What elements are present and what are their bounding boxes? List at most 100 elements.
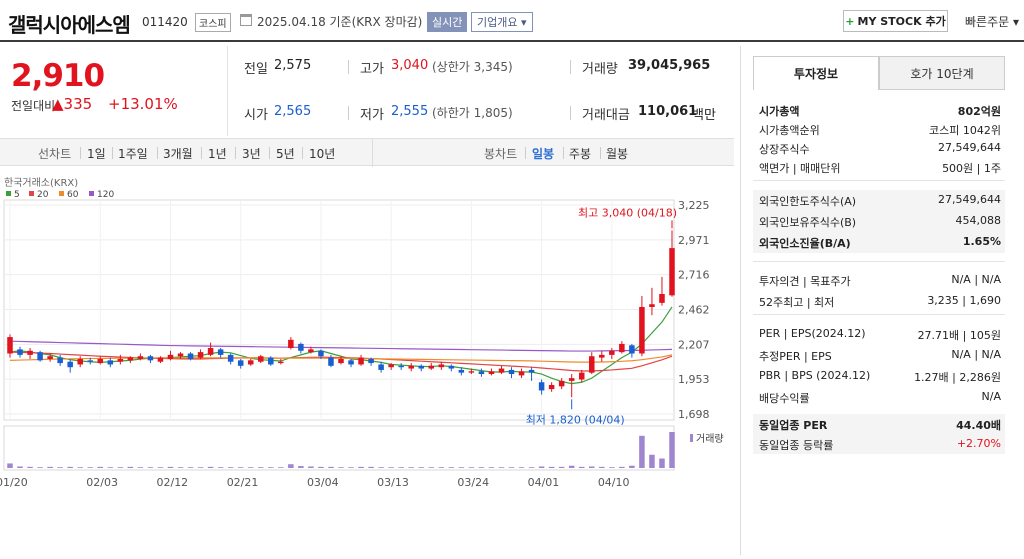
info-value: 27,549,644 — [938, 141, 1001, 154]
candle-monthly[interactable]: 월봉 — [606, 147, 629, 161]
divider — [372, 139, 373, 167]
candle-body — [37, 352, 43, 361]
info-key: 동일업종 등락률 — [759, 439, 834, 452]
volume-bar — [308, 466, 314, 468]
candle-body — [207, 348, 214, 355]
y-tick-label: 2,716 — [678, 269, 710, 282]
page-header: 갤럭시아에스엠 011420 코스피 2025.04.18 기준(KRX 장마감… — [0, 0, 1024, 42]
candle-body — [629, 345, 635, 354]
volume-bar — [67, 466, 73, 468]
quick-order-button[interactable]: 빠른주문 ▾ — [965, 13, 1019, 30]
candle-body — [227, 354, 234, 362]
info-row: 외국인한도주식수(A) 27,549,644 — [753, 190, 1005, 211]
info-row: 외국인소진율(B/A) 1.65% — [753, 232, 1005, 253]
chevron-down-icon: ▾ — [520, 16, 527, 29]
volume-bar — [247, 467, 254, 468]
candle-body — [398, 365, 404, 368]
candle-chart-label: 봉차트 — [484, 147, 518, 161]
period-1w[interactable]: 1주일 — [118, 147, 148, 161]
candle-body — [97, 358, 104, 364]
period-1y[interactable]: 1년 — [208, 147, 227, 161]
candle-body — [418, 365, 425, 369]
candle-body — [67, 361, 73, 368]
candle-body — [278, 361, 284, 364]
candle-body — [57, 357, 63, 364]
candle-body — [288, 339, 294, 349]
candle-body — [438, 364, 445, 368]
candles — [7, 230, 675, 398]
info-value: N/A | N/A — [951, 348, 1001, 361]
open-label: 시가 — [244, 108, 268, 123]
candle-body — [368, 358, 374, 364]
stock-chart[interactable]: 3,225 2,971 2,716 2,462 2,207 1,953 1,698 01/20… — [0, 170, 734, 555]
volume-bar — [237, 467, 244, 468]
amount-value: 110,061 — [638, 104, 698, 119]
realtime-button[interactable]: 실시간 — [427, 12, 468, 32]
tab-investment-info[interactable]: 투자정보 — [753, 56, 879, 90]
candle-body — [127, 357, 134, 361]
candle-body — [87, 360, 94, 362]
candle-body — [468, 371, 475, 373]
candle-weekly[interactable]: 주봉 — [569, 147, 592, 161]
info-value: 500원 | 1주 — [942, 162, 1001, 175]
x-tick-label: 03/04 — [307, 476, 339, 489]
foreign-holding-section: 외국인한도주식수(A) 27,549,644 외국인보유주식수(B) 454,088 외… — [753, 190, 1005, 253]
volume-label: 거래량 — [696, 433, 724, 445]
info-value: 1.65% — [962, 235, 1001, 248]
candle-daily[interactable]: 일봉 — [532, 147, 555, 161]
x-tick-label: 03/24 — [457, 476, 489, 489]
chart-grid — [3, 199, 675, 471]
period-3m[interactable]: 3개월 — [163, 147, 193, 161]
current-price-box: 2,910 전일대비 ▲335 +13.01% — [0, 46, 228, 136]
volume-bar — [518, 467, 525, 468]
candle-body — [558, 380, 565, 387]
volume-bar — [639, 435, 645, 468]
info-row: 외국인보유주식수(B) 454,088 — [753, 211, 1005, 232]
low-annotation: 최저 1,820 (04/04) — [526, 413, 625, 426]
volume-bar — [167, 466, 174, 468]
divider — [235, 147, 236, 159]
divider — [570, 60, 571, 74]
candle-body — [318, 350, 324, 357]
volume-bar — [177, 467, 184, 468]
info-key: 배당수익률 — [759, 392, 810, 405]
current-price: 2,910 — [11, 58, 105, 94]
candle-body — [268, 357, 274, 365]
info-key: 추정PER | EPS — [759, 350, 832, 363]
period-10y[interactable]: 10년 — [309, 147, 336, 161]
prev-close-value: 2,575 — [274, 58, 312, 73]
volume-bar — [669, 432, 675, 468]
volume-bar — [137, 467, 144, 468]
mystock-label: MY STOCK 추가 — [857, 15, 946, 28]
volume-bar — [568, 465, 575, 468]
period-1d[interactable]: 1일 — [87, 147, 106, 161]
industry-section: 동일업종 PER 44.40배 동일업종 등락률 +2.70% — [753, 414, 1005, 454]
volume-bar — [157, 467, 164, 468]
add-mystock-button[interactable]: + MY STOCK 추가 — [843, 10, 948, 32]
info-row: 시가총액순위 코스피 1042위 — [753, 119, 1005, 138]
info-value: 1.27배 | 2,286원 — [914, 371, 1001, 384]
candle-body — [659, 293, 665, 303]
period-5y[interactable]: 5년 — [276, 147, 295, 161]
company-overview-dropdown[interactable]: 기업개요 ▾ — [471, 12, 533, 32]
high-value: 3,040 — [391, 58, 429, 73]
candle-body — [578, 372, 585, 380]
period-3y[interactable]: 3년 — [242, 147, 261, 161]
plus-icon: + — [845, 14, 855, 28]
candle-body — [609, 350, 615, 355]
legend-swatch — [29, 191, 34, 196]
candle-body — [588, 356, 595, 373]
tab-orderbook[interactable]: 호가 10단계 — [879, 56, 1005, 90]
divider — [570, 106, 571, 120]
volume-bar — [328, 466, 334, 468]
divider — [348, 106, 349, 120]
volume-bar — [117, 467, 124, 468]
divider — [80, 147, 81, 159]
line-chart-label: 선차트 — [38, 147, 72, 161]
info-key: 투자의견 | 목표주가 — [759, 275, 851, 288]
divider — [269, 147, 270, 159]
info-key: 외국인보유주식수(B) — [759, 216, 857, 229]
prev-close-label: 전일 — [244, 62, 268, 77]
overview-label: 기업개요 — [477, 16, 518, 29]
opinion-section: 투자의견 | 목표주가 N/A | N/A 52주최고 | 최저 3,235 | 1,… — [753, 270, 1005, 312]
